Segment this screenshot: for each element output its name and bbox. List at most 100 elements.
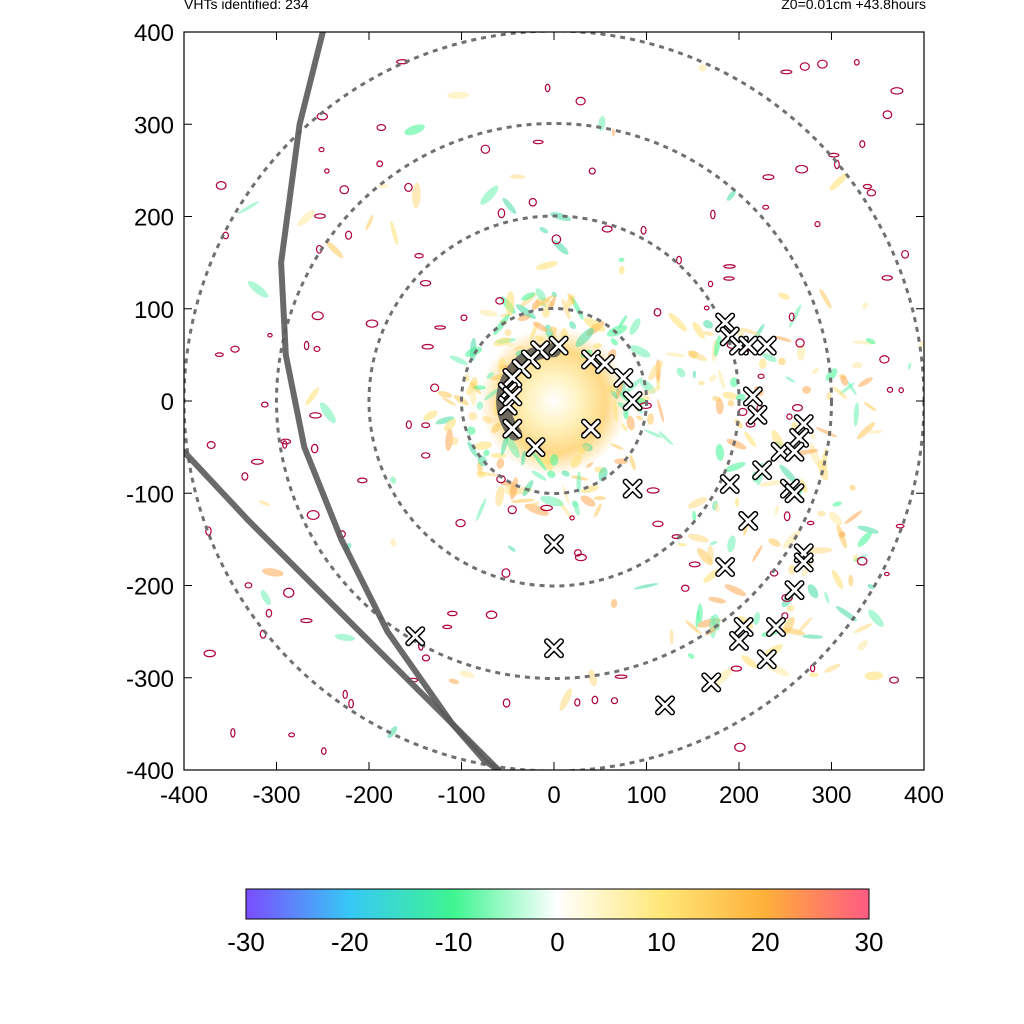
field-patch — [482, 415, 493, 424]
vht-markers — [405, 312, 814, 716]
field-patch — [581, 444, 590, 452]
field-patch — [857, 640, 868, 651]
contour — [507, 505, 517, 515]
field-patch — [550, 212, 572, 222]
field-patch — [668, 312, 688, 332]
field-patch — [867, 584, 875, 590]
field-patch — [610, 338, 618, 346]
contour — [879, 355, 890, 364]
contour — [447, 610, 458, 617]
field-patch — [791, 422, 798, 429]
field-patch — [534, 294, 555, 309]
contour — [762, 174, 775, 181]
vht-marker — [502, 386, 523, 407]
field-patch — [809, 443, 820, 467]
field-patch — [857, 525, 879, 534]
vht-marker-fill — [795, 415, 813, 433]
contour — [348, 698, 354, 709]
field-patch — [868, 429, 884, 434]
field-patch — [505, 435, 520, 458]
vht-marker-fill — [582, 420, 600, 438]
contour — [324, 168, 330, 174]
reflectivity-field — [203, 59, 924, 755]
contour — [676, 255, 682, 265]
vht-marker — [613, 367, 634, 388]
field-patch — [504, 328, 512, 337]
contour — [442, 624, 453, 630]
field-patch — [561, 470, 570, 477]
field-patch — [808, 672, 819, 678]
field-patch — [515, 304, 536, 320]
field-patch — [657, 398, 665, 423]
field-patch — [495, 486, 505, 507]
field-patch — [629, 318, 641, 335]
field-patch — [467, 441, 478, 458]
field-patch — [520, 450, 526, 466]
vht-marker — [733, 617, 754, 638]
range-ring — [275, 122, 833, 680]
contour — [762, 204, 770, 210]
field-patch — [832, 386, 848, 399]
vht-marker — [655, 695, 675, 716]
contour — [652, 520, 664, 528]
field-patch — [562, 484, 570, 505]
field-patch — [734, 497, 740, 507]
field-patch — [824, 591, 830, 604]
contour — [853, 59, 860, 66]
field-patch — [479, 309, 498, 317]
contour — [357, 477, 368, 484]
vht-marker-fill — [656, 696, 674, 714]
field-patch — [633, 583, 659, 590]
vht-marker — [756, 649, 777, 670]
vht-marker-fill — [614, 369, 632, 387]
vht-marker — [784, 483, 805, 504]
field-patch — [779, 464, 798, 484]
field-patch — [802, 385, 812, 394]
range-ring — [460, 307, 648, 495]
vht-marker — [747, 404, 768, 425]
field-patch — [715, 444, 725, 461]
contour — [610, 697, 619, 705]
contour — [788, 312, 795, 322]
vht-marker-fill — [624, 392, 642, 410]
vht-marker-fill — [730, 632, 748, 650]
vht-marker-fill — [527, 438, 544, 456]
field-patch — [685, 620, 702, 635]
x-tick-label: 400 — [904, 782, 944, 809]
vht-marker-fill — [550, 337, 568, 355]
y-tick-label: -300 — [126, 666, 174, 693]
y-tick-label: 0 — [161, 389, 174, 416]
x-tick-label: -100 — [437, 782, 485, 809]
field-patch — [648, 360, 664, 381]
field-patch — [466, 426, 476, 435]
time-label: Z0=0.01cm +43.8hours — [781, 0, 926, 12]
contour — [806, 520, 815, 526]
field-patch — [480, 185, 499, 205]
contour — [856, 556, 868, 566]
contour — [419, 279, 432, 287]
vht-marker-fill — [795, 553, 813, 571]
contour — [757, 373, 765, 380]
field-patch — [594, 503, 602, 518]
x-tick-label: -300 — [252, 782, 300, 809]
field-patch — [744, 431, 756, 447]
field-patch — [237, 201, 260, 214]
contour — [365, 319, 379, 328]
contour — [310, 443, 319, 454]
contour — [230, 345, 240, 353]
field-patch — [536, 261, 558, 270]
field-patch — [669, 629, 674, 645]
vht-marker — [738, 335, 759, 356]
vht-marker-fill — [545, 639, 563, 657]
field-patch — [643, 429, 663, 438]
contour — [723, 264, 736, 269]
vht-marker — [497, 395, 518, 416]
contour — [497, 208, 506, 219]
field-patch — [550, 454, 559, 466]
vht-marker — [405, 626, 426, 647]
contour — [421, 654, 431, 662]
field-patch — [714, 502, 720, 513]
field-patch — [840, 375, 848, 386]
y-tick-label: -200 — [126, 574, 174, 601]
contour — [734, 742, 746, 752]
